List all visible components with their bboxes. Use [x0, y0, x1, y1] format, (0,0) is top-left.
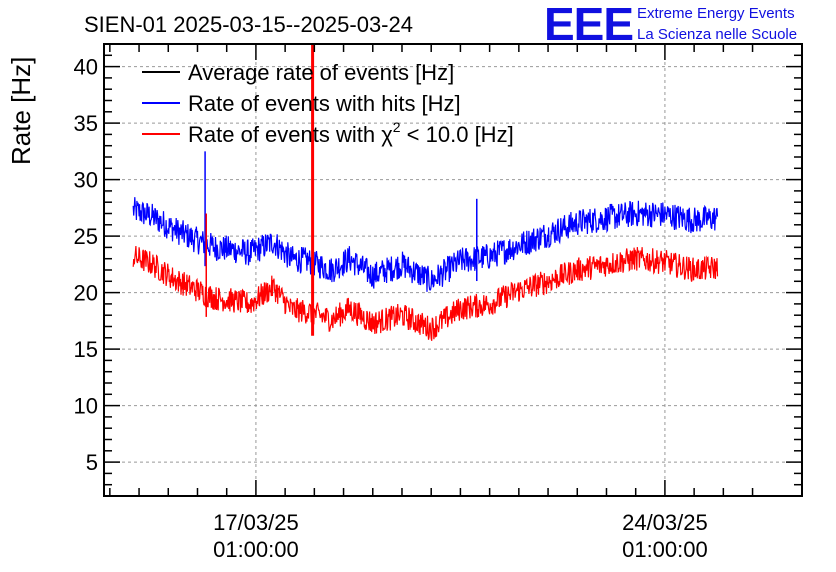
- y-tick-label: 10: [74, 394, 98, 419]
- logo-mark: EEE: [544, 0, 633, 50]
- y-tick-label: 15: [74, 337, 98, 362]
- y-tick-label: 40: [74, 55, 98, 80]
- legend-label: Rate of events with hits [Hz]: [188, 91, 461, 116]
- plot-frame: [103, 43, 803, 497]
- axes: [103, 43, 803, 497]
- y-tick-label: 5: [86, 450, 98, 475]
- y-tick-label: 20: [74, 281, 98, 306]
- x-tick-time: 01:00:00: [622, 537, 708, 562]
- y-tick-label: 35: [74, 111, 98, 136]
- eee-logo: EEE Extreme Energy Events La Scienza nel…: [544, 0, 797, 50]
- x-tick-date: 24/03/25: [622, 510, 708, 535]
- series-layer: [132, 44, 719, 341]
- x-tick-date: 17/03/25: [213, 510, 299, 535]
- logo-line-2: La Scienza nelle Scuole: [637, 26, 797, 43]
- legend-label: Rate of events with χ2 < 10.0 [Hz]: [188, 119, 514, 147]
- logo-line-1: Extreme Energy Events: [637, 5, 795, 22]
- chart-title: SIEN-01 2025-03-15--2025-03-24: [84, 12, 413, 37]
- x-tick-time: 01:00:00: [213, 537, 299, 562]
- y-axis-label: Rate [Hz]: [6, 57, 36, 165]
- legend-label: Average rate of events [Hz]: [188, 60, 454, 85]
- legend: Average rate of events [Hz] Rate of event…: [142, 60, 514, 147]
- y-tick-labels: 5 10 15 20 25 30 35 40: [74, 55, 98, 476]
- grid-lines: [104, 44, 802, 496]
- series-line: [132, 245, 719, 341]
- series-line: [132, 197, 719, 292]
- y-tick-label: 30: [74, 168, 98, 193]
- y-tick-label: 25: [74, 224, 98, 249]
